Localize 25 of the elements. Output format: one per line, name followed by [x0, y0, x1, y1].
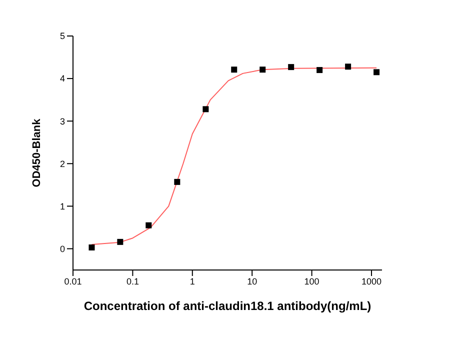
- x-axis-title: Concentration of anti-claudin18.1 antibody(ng/mL): [84, 299, 372, 313]
- x-tick-label: 100: [304, 276, 320, 286]
- x-tick-label: 0.1: [126, 276, 139, 286]
- point: [202, 106, 209, 112]
- y-axis-title: OD450-Blank: [30, 118, 43, 188]
- point: [288, 64, 294, 70]
- point: [345, 64, 352, 70]
- y-tick-label: 5: [60, 31, 65, 42]
- y-tick-label: 4: [60, 74, 65, 84]
- point: [231, 66, 238, 73]
- y-tick-label: 2: [60, 158, 65, 169]
- x-tick-label: 1000: [361, 276, 382, 286]
- point: [117, 238, 124, 245]
- x-tick-label: 1: [190, 276, 195, 286]
- point: [374, 69, 380, 76]
- point: [88, 244, 95, 250]
- y-tick-label: 1: [60, 201, 65, 212]
- point: [174, 178, 180, 185]
- x-tick-label: 10: [247, 276, 258, 286]
- y-tick-label: 3: [60, 116, 65, 126]
- y-tick-label: 0: [60, 244, 65, 254]
- point: [316, 67, 323, 74]
- point: [146, 222, 152, 228]
- x-tick-label: 0.01: [64, 276, 82, 286]
- point: [260, 66, 266, 73]
